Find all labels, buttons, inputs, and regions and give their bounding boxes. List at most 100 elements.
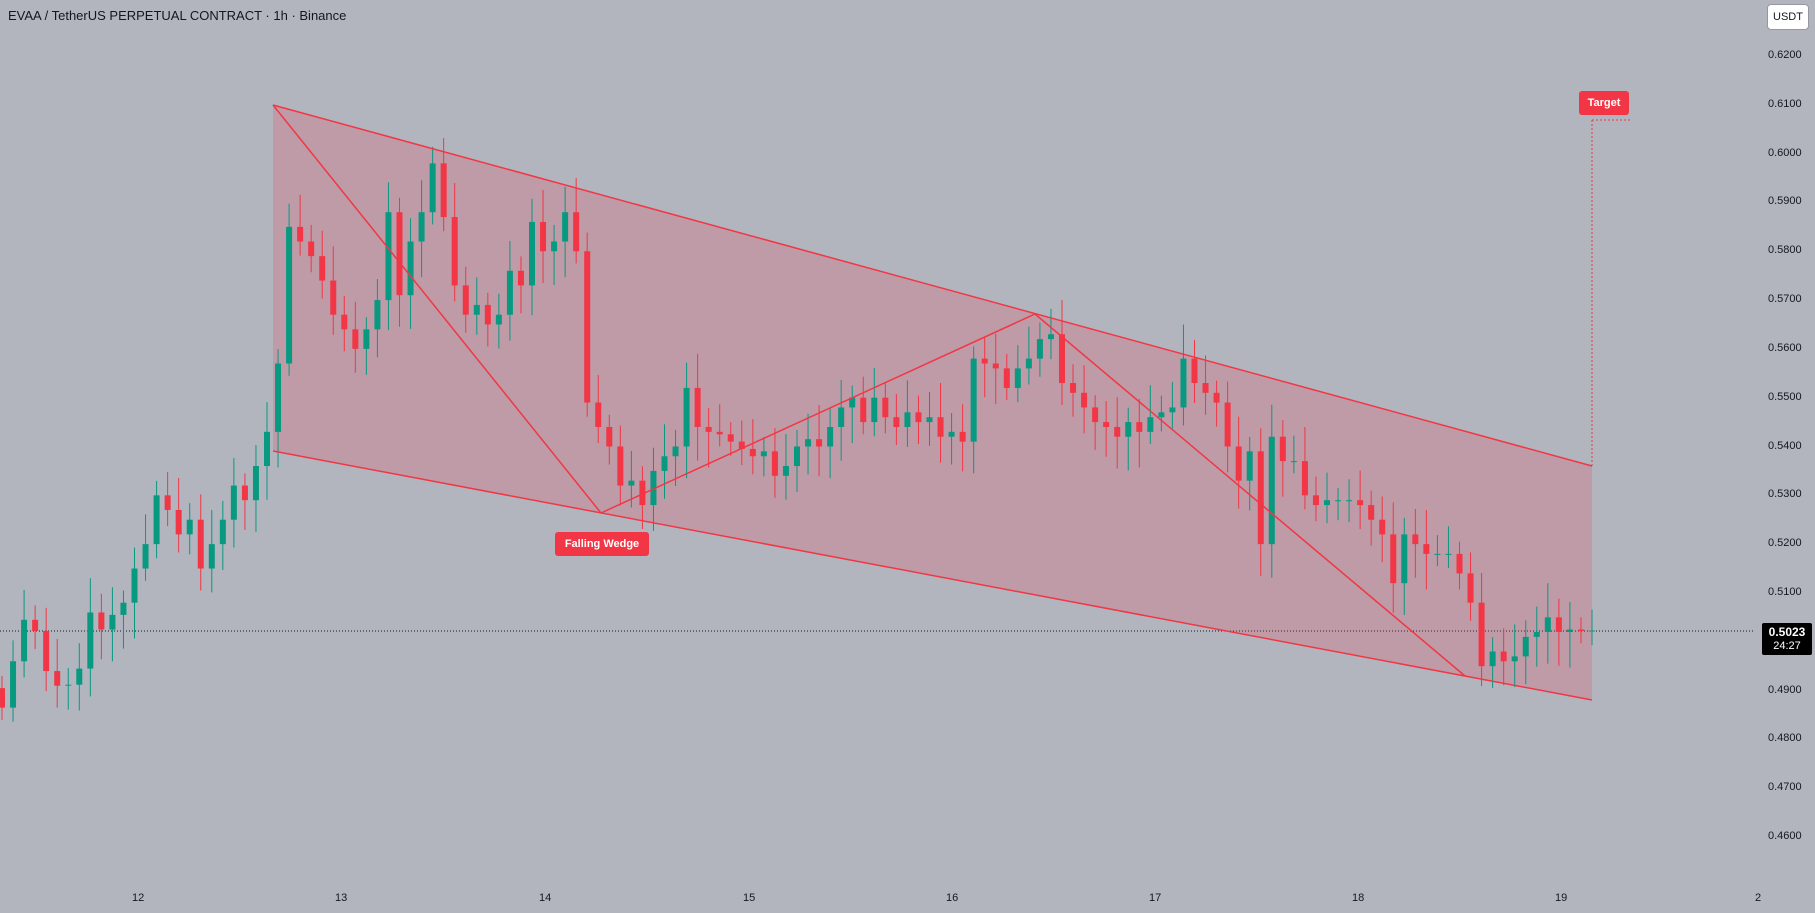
candle-body [241, 485, 248, 501]
candle-body [1379, 519, 1386, 535]
candle-body [1566, 629, 1573, 632]
price-tick-label: 0.6100 [1768, 97, 1802, 110]
candle-body [462, 285, 469, 315]
candle-body [1003, 368, 1010, 388]
candle-body [32, 619, 39, 632]
candle-body [407, 241, 414, 296]
candle-body [87, 612, 94, 669]
candle-body [1357, 500, 1364, 506]
candle-body [805, 439, 812, 447]
candle-body [661, 456, 668, 471]
candle-body [186, 519, 193, 535]
candle-body [529, 221, 535, 286]
candle-body [1025, 358, 1032, 369]
candle-body [838, 407, 845, 427]
candle-body [1445, 553, 1452, 555]
candle-body [893, 417, 900, 427]
candle-body [1346, 500, 1353, 502]
candle-body [1014, 368, 1021, 388]
candle-body [264, 431, 270, 467]
candle-body [1103, 422, 1110, 427]
candle-body [540, 221, 547, 252]
candle-body [683, 387, 690, 447]
candle-body [738, 441, 745, 449]
price-tick-label: 0.5800 [1768, 244, 1802, 257]
chart-title: EVAA / TetherUS PERPETUAL CONTRACT · 1h … [8, 8, 347, 23]
candle-body [1412, 534, 1419, 545]
candle-body [1213, 392, 1220, 403]
candle-body [219, 519, 226, 545]
candle-body [1092, 407, 1099, 423]
candle-body [506, 270, 513, 315]
candle-body [617, 446, 624, 486]
time-tick-label: 14 [539, 892, 552, 904]
candle-body [937, 417, 944, 437]
candle-body [374, 300, 381, 330]
candle-body [1456, 553, 1463, 574]
candle-body [551, 241, 558, 252]
candle-body [0, 688, 5, 708]
candle-body [43, 631, 50, 672]
candle-body [1312, 495, 1319, 506]
time-tick-label: 16 [946, 892, 959, 904]
candle-body [981, 358, 988, 364]
candle-body [1081, 392, 1088, 408]
candle-body [948, 431, 955, 437]
price-tick-label: 0.5200 [1768, 537, 1802, 550]
candle-body [782, 466, 789, 476]
time-tick-label: 17 [1149, 892, 1162, 904]
candle-body [794, 446, 800, 467]
falling-wedge-area [273, 105, 1592, 700]
candle-body [562, 212, 569, 242]
candle-body [297, 226, 304, 242]
candle-body [484, 304, 491, 325]
candle-body [694, 387, 701, 427]
price-tick-label: 0.4800 [1768, 732, 1802, 745]
target-label-pointer [1628, 104, 1636, 120]
candle-body [1070, 383, 1077, 393]
wedge-zigzag-line [272, 104, 1466, 677]
candle-body [1324, 500, 1330, 506]
candle-body [1589, 630, 1595, 632]
candle-body [1301, 461, 1308, 496]
currency-button[interactable]: USDT [1767, 4, 1809, 30]
price-tick-label: 0.5900 [1768, 195, 1802, 208]
candle-body [319, 256, 326, 281]
candle-body [573, 212, 580, 252]
candle-body [1180, 358, 1187, 408]
candle-body [849, 397, 856, 408]
price-tick-label: 0.4600 [1768, 830, 1802, 842]
candle-body [517, 270, 524, 286]
candle-body [54, 671, 61, 686]
candle-body [860, 397, 867, 423]
candle-body [639, 480, 646, 506]
candle-body [1158, 412, 1165, 418]
candle-body [98, 612, 105, 630]
candle-body [1169, 407, 1176, 413]
candle-body [76, 668, 83, 685]
candle-body [959, 431, 966, 442]
candle-body [1390, 534, 1397, 584]
price-tick-label: 0.6200 [1768, 49, 1802, 61]
candle-body [418, 212, 425, 242]
candle-body [1147, 417, 1154, 432]
candle-body [1268, 436, 1275, 545]
price-tick-label: 0.5700 [1768, 293, 1802, 306]
candle-body [1136, 422, 1143, 432]
candle-body [1191, 358, 1198, 384]
candle-body [1202, 383, 1209, 393]
candle-body [197, 519, 204, 569]
candle-body [65, 684, 72, 686]
candle-body [1125, 422, 1132, 437]
candle-body [1478, 602, 1485, 667]
target-label: Target [1579, 91, 1629, 115]
candle-body [341, 314, 348, 330]
current-price-value: 0.5023 [1768, 625, 1806, 639]
candle-body [595, 402, 602, 427]
candle-body [992, 363, 999, 369]
wedge-lower-trendline [272, 450, 1593, 701]
candle-body [1224, 402, 1231, 447]
candle-body [1401, 534, 1408, 584]
candle-body [1059, 334, 1065, 384]
